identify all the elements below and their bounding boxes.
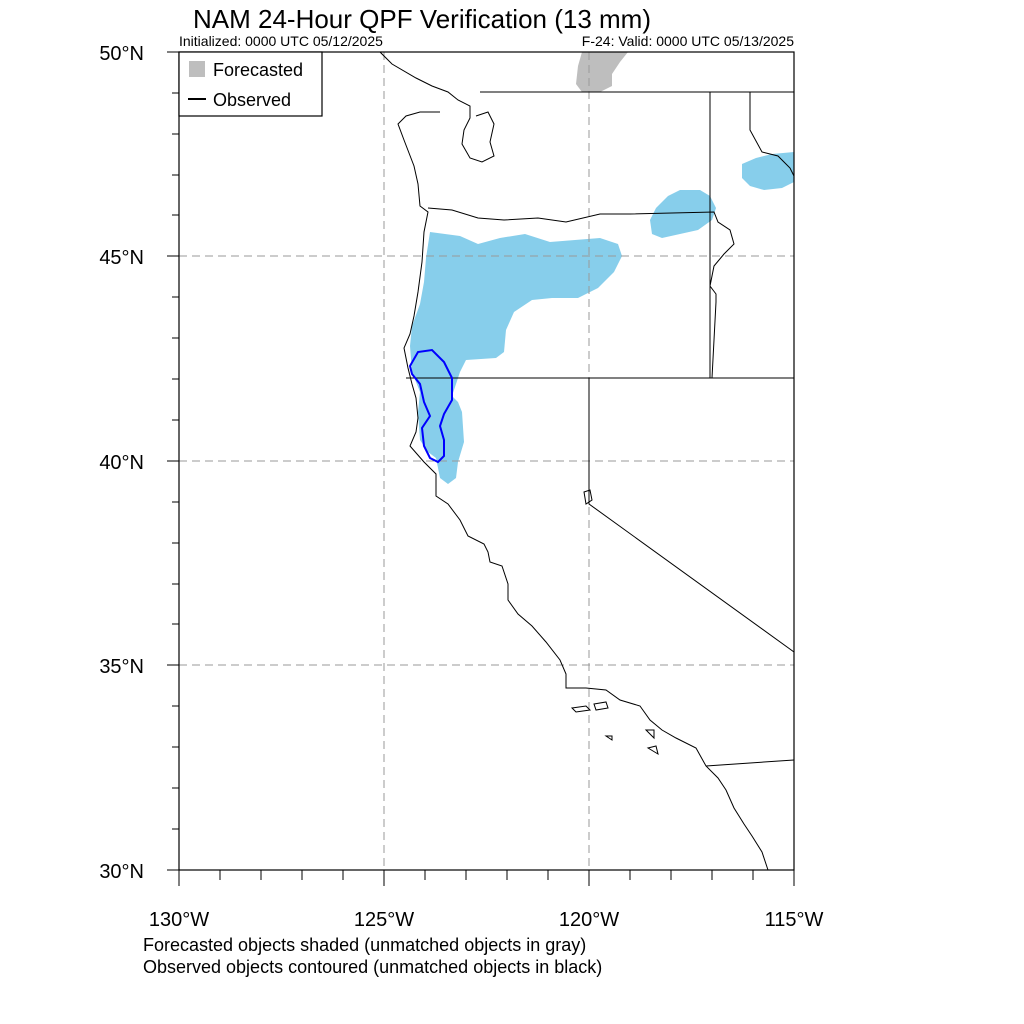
- footer-note-observed: Observed objects contoured (unmatched ob…: [143, 957, 602, 977]
- valid-time: F-24: Valid: 0000 UTC 05/13/2025: [582, 33, 794, 49]
- lat-label-30n: 30°N: [99, 861, 144, 883]
- channel-islands: [570, 701, 659, 756]
- forecast-object-unmatched: [576, 52, 628, 92]
- legend-forecasted-label: Forecasted: [213, 60, 303, 80]
- map-title: NAM 24-Hour QPF Verification (13 mm): [193, 4, 651, 34]
- coastline-and-borders: [379, 51, 795, 871]
- footer-note-forecasted: Forecasted objects shaded (unmatched obj…: [143, 935, 586, 955]
- axis-ticks: [167, 51, 795, 886]
- lat-label-40n: 40°N: [99, 452, 144, 474]
- coastline: [379, 51, 769, 871]
- legend-forecasted-swatch: [189, 61, 205, 77]
- forecast-object-idaho: [742, 152, 794, 190]
- lat-label-45n: 45°N: [99, 247, 144, 269]
- lat-label-50n: 50°N: [99, 43, 144, 65]
- lake-tahoe: [583, 489, 593, 505]
- init-time: Initialized: 0000 UTC 05/12/2025: [179, 33, 383, 49]
- washington-oregon-border: [427, 207, 735, 379]
- forecast-objects-matched: [410, 152, 794, 484]
- lon-label-115w: 115°W: [765, 909, 824, 931]
- mexico-border: [705, 759, 795, 767]
- lat-label-35n: 35°N: [99, 656, 144, 678]
- lon-label-120w: 120°W: [559, 909, 619, 931]
- forecast-object-oregon-coast: [410, 232, 622, 484]
- california-nevada-border: [588, 378, 795, 653]
- observed-object-contour: [408, 348, 453, 464]
- lon-label-130w: 130°W: [149, 909, 209, 931]
- lon-label-125w: 125°W: [354, 909, 414, 931]
- legend: Forecasted Observed: [178, 51, 323, 117]
- forecast-object-east-oregon: [650, 190, 716, 238]
- grid-lines: [179, 52, 794, 870]
- montana-border: [749, 92, 795, 177]
- legend-observed-label: Observed: [213, 90, 291, 110]
